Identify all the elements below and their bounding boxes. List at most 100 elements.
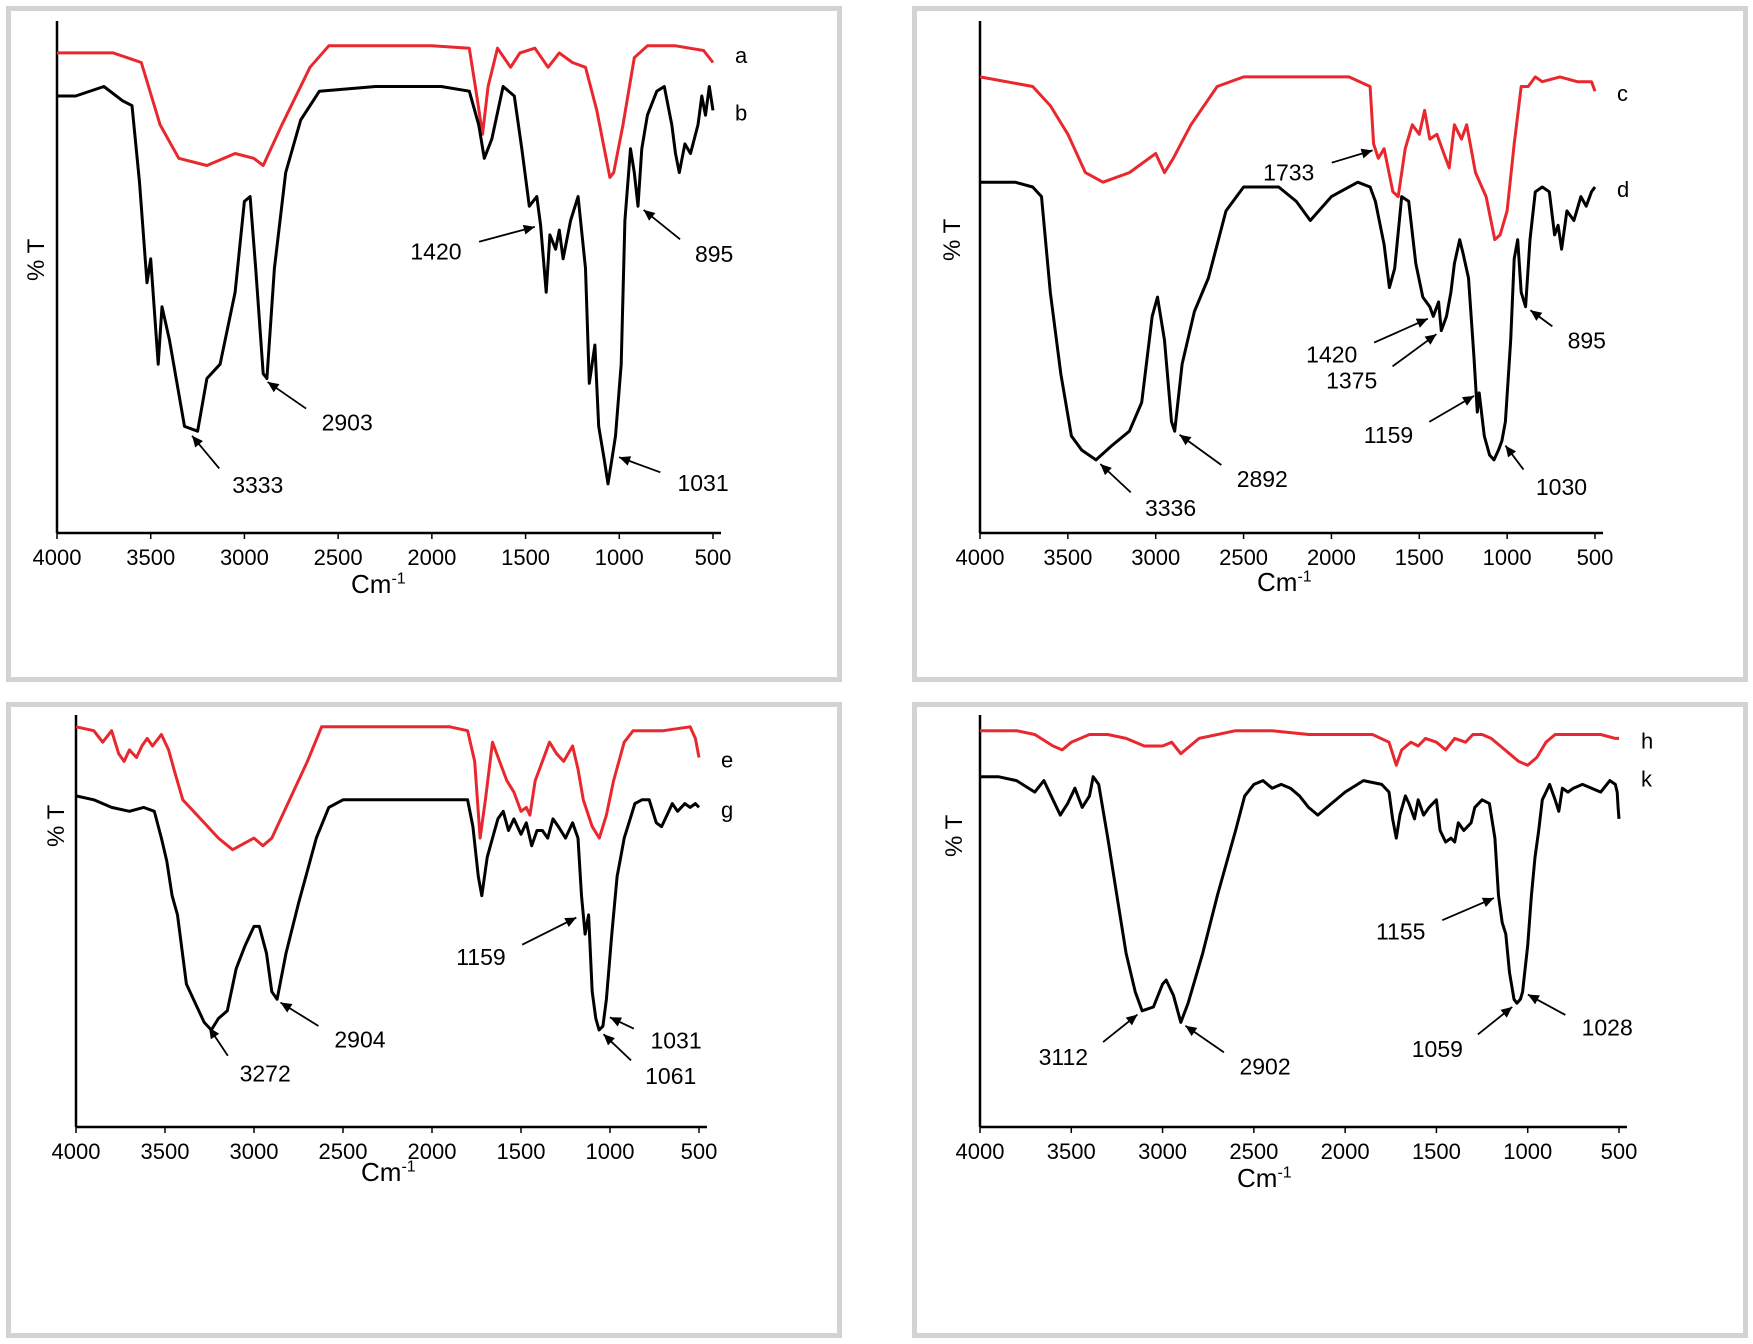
peak-label-2892: 2892 xyxy=(1237,466,1288,492)
y-axis-label: % T xyxy=(939,218,966,261)
x-tick-label: 2000 xyxy=(1307,545,1356,570)
x-tick-label: 1500 xyxy=(497,1139,546,1164)
series-line-e xyxy=(75,725,701,852)
peak-arrowhead xyxy=(1100,464,1112,476)
peak-label-2902: 2902 xyxy=(1239,1053,1290,1079)
x-axis-label: Cm-1 xyxy=(1257,567,1312,597)
ftir-chart-hk: 4000 3500 3000 2500 2000 1500 1000 500 hk 3112 290… xyxy=(956,715,1653,1164)
peak-label-2903: 2903 xyxy=(322,410,373,436)
ftir-chart-ab: 4000 3500 3000 2500 2000 1500 1000 500 a b 3333 290… xyxy=(33,21,748,570)
series-label-h: h xyxy=(1641,728,1653,753)
series-line-g xyxy=(75,794,701,1032)
peak-label-3272: 3272 xyxy=(240,1060,291,1086)
x-tick-label: 2000 xyxy=(1321,1139,1370,1164)
x-tick-label: 500 xyxy=(695,545,732,570)
series-line-h xyxy=(980,729,1619,767)
peak-label-1159: 1159 xyxy=(456,944,505,970)
peak-arrowhead xyxy=(267,381,280,393)
peak-arrowhead xyxy=(1461,395,1475,406)
x-axis-label: Cm-1 xyxy=(351,569,406,599)
peak-arrowhead xyxy=(1505,445,1517,458)
peak-label-1030: 1030 xyxy=(1536,474,1587,500)
x-tick-label: 3000 xyxy=(1131,545,1180,570)
x-tick-label: 3000 xyxy=(220,545,269,570)
peak-arrowhead xyxy=(280,1002,293,1013)
x-tick-label: 500 xyxy=(1601,1139,1638,1164)
series-label-k: k xyxy=(1641,767,1653,792)
peak-arrowhead xyxy=(1527,994,1540,1005)
peak-arrowhead xyxy=(1415,318,1428,328)
x-tick-label: 4000 xyxy=(956,545,1005,570)
x-tick-label: 2500 xyxy=(314,545,363,570)
x-tick-label: 1500 xyxy=(1412,1139,1461,1164)
y-axis-label: % T xyxy=(941,814,968,857)
peak-arrowhead xyxy=(208,1027,220,1040)
peak-arrowhead xyxy=(1424,334,1437,345)
peak-label-1031: 1031 xyxy=(650,1028,701,1054)
ftir-panel-eg: 4000 3500 3000 2500 2000 1500 1000 500 e g 3272 290… xyxy=(6,702,842,1338)
peak-arrowhead xyxy=(609,1017,622,1027)
peak-arrowhead xyxy=(1125,1014,1138,1026)
ftir-chart-eg: 4000 3500 3000 2500 2000 1500 1000 500 eg 3272 290… xyxy=(52,715,733,1164)
series-label-d: d xyxy=(1617,177,1629,202)
peak-arrowhead xyxy=(619,456,632,466)
x-tick-label: 3000 xyxy=(1138,1139,1187,1164)
ftir-panel-cd: 4000 3500 3000 2500 2000 1500 1000 500 c d 1733 333… xyxy=(912,6,1748,682)
x-tick-label: 2500 xyxy=(1229,1139,1278,1164)
x-tick-label: 3500 xyxy=(141,1139,190,1164)
x-tick-label: 3500 xyxy=(1043,545,1092,570)
peak-arrowhead xyxy=(603,1034,615,1046)
y-axis-label: % T xyxy=(23,238,50,281)
ftir-panel-hk: 4000 3500 3000 2500 2000 1500 1000 500 h k 3112 290… xyxy=(912,702,1748,1338)
ftir-panel-ab: 4000 3500 3000 2500 2000 1500 1000 500 a b 3333 290… xyxy=(6,6,842,682)
x-axis-label: Cm-1 xyxy=(1237,1163,1292,1193)
peak-arrowhead xyxy=(1360,148,1373,159)
peak-label-3112: 3112 xyxy=(1039,1044,1088,1070)
peak-label-895: 895 xyxy=(1568,328,1606,354)
x-tick-label: 2000 xyxy=(407,545,456,570)
peak-label-3333: 3333 xyxy=(232,472,283,498)
series-label-e: e xyxy=(721,748,733,773)
peak-label-1159: 1159 xyxy=(1364,422,1413,448)
peak-arrowhead xyxy=(1185,1025,1198,1037)
series-label-b: b xyxy=(735,100,747,125)
series-line-c xyxy=(979,75,1597,242)
peak-label-1733: 1733 xyxy=(1263,160,1314,186)
x-tick-label: 500 xyxy=(681,1139,718,1164)
x-tick-label: 1000 xyxy=(586,1139,635,1164)
x-axis-label: Cm-1 xyxy=(361,1157,416,1187)
peak-arrowhead xyxy=(1500,1006,1513,1018)
x-tick-label: 2000 xyxy=(408,1139,457,1164)
peak-label-1420: 1420 xyxy=(1306,341,1357,367)
series-label-a: a xyxy=(735,43,748,68)
x-tick-label: 4000 xyxy=(33,545,82,570)
peak-label-2904: 2904 xyxy=(334,1026,385,1052)
series-line-k xyxy=(980,775,1621,1024)
series-label-g: g xyxy=(721,797,733,822)
x-tick-label: 1000 xyxy=(1503,1139,1552,1164)
series-line-b xyxy=(57,85,715,486)
series-label-c: c xyxy=(1617,81,1628,106)
peak-arrowhead xyxy=(522,224,535,235)
peak-arrowhead xyxy=(1530,310,1543,321)
peak-label-1155: 1155 xyxy=(1376,919,1425,945)
peak-label-1375: 1375 xyxy=(1326,368,1377,394)
peak-arrowhead xyxy=(1481,897,1494,908)
x-tick-label: 3500 xyxy=(1047,1139,1096,1164)
x-tick-label: 3500 xyxy=(126,545,175,570)
x-tick-label: 1500 xyxy=(501,545,550,570)
peak-label-1028: 1028 xyxy=(1582,1015,1633,1041)
peak-label-895: 895 xyxy=(695,241,733,267)
peak-arrowhead xyxy=(564,917,577,927)
series-line-d xyxy=(980,180,1597,462)
peak-arrowhead xyxy=(643,209,656,221)
peak-label-3336: 3336 xyxy=(1145,495,1196,521)
peak-arrowhead xyxy=(192,435,203,448)
y-axis-label: % T xyxy=(43,804,70,847)
x-tick-label: 2500 xyxy=(1219,545,1268,570)
x-tick-label: 500 xyxy=(1577,545,1614,570)
peak-label-1061: 1061 xyxy=(645,1063,696,1089)
ftir-chart-cd: 4000 3500 3000 2500 2000 1500 1000 500 c d 1733 333… xyxy=(956,21,1629,570)
x-tick-label: 4000 xyxy=(956,1139,1005,1164)
series-line-a xyxy=(57,44,715,179)
